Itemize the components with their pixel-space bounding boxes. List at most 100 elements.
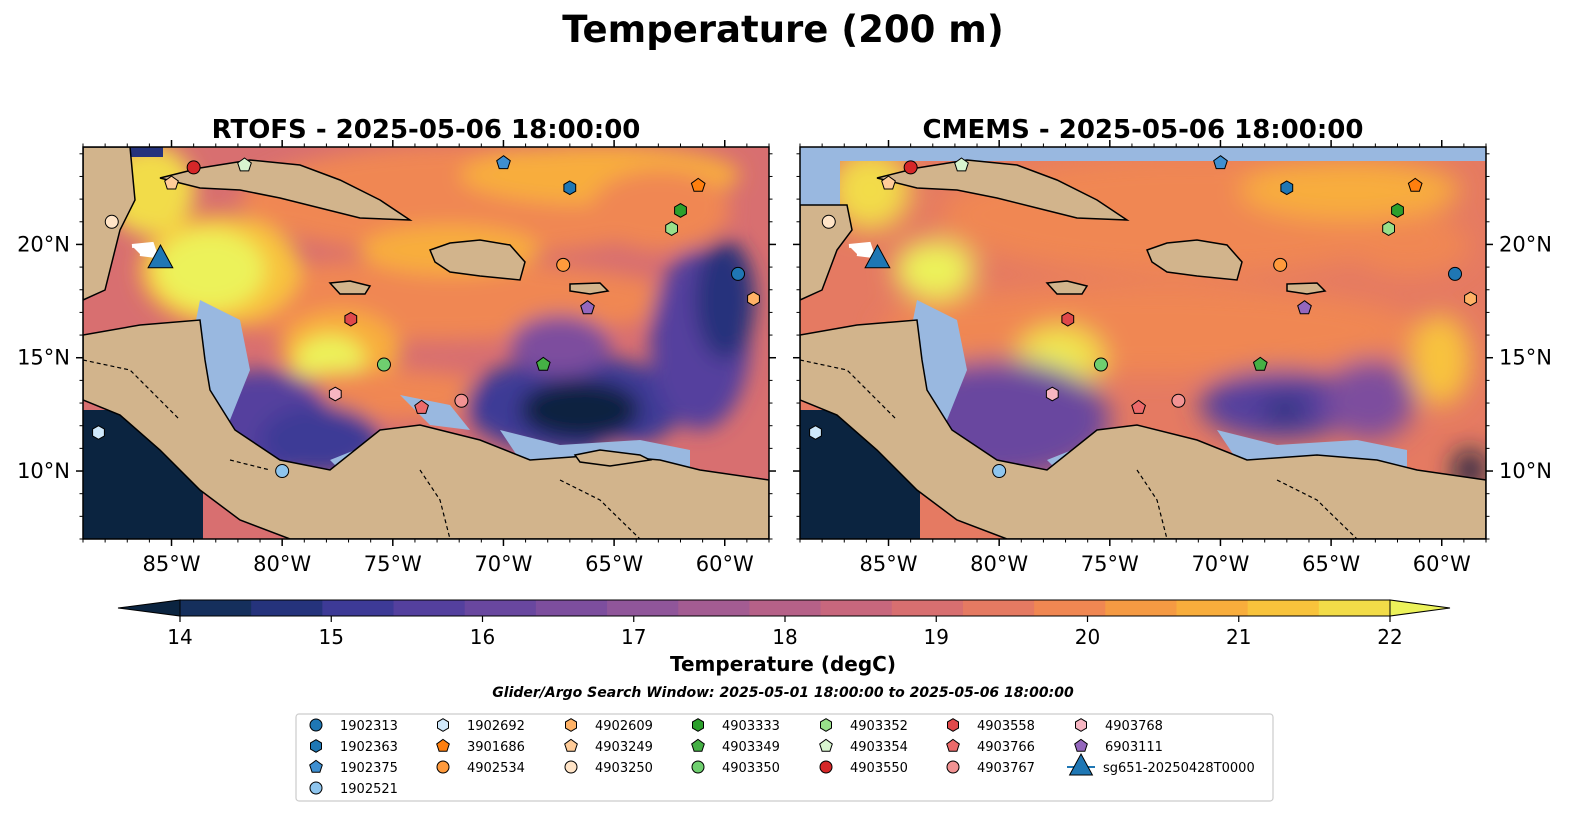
- legend-marker: [310, 739, 322, 753]
- colorbar-bin: [393, 600, 466, 616]
- rtofs-map-frame: [82, 146, 770, 540]
- rtofs-marker-4903767: [454, 393, 469, 408]
- rtofs-xtick-label: 75°W: [364, 552, 422, 576]
- rtofs-glider-track: [131, 241, 159, 259]
- cmems-marker-4903349: [1252, 356, 1268, 371]
- colorbar-label: Temperature (degC): [670, 652, 896, 676]
- colorbar-bin: [678, 600, 751, 616]
- colorbar-bin: [749, 600, 822, 616]
- legend-label: 6903111: [1105, 740, 1163, 755]
- rtofs-marker-1902375: [496, 155, 511, 170]
- rtofs-marker-1902692: [92, 425, 105, 440]
- rtofs-marker-4902534: [556, 257, 571, 272]
- legend-label: 4903333: [722, 719, 780, 734]
- legend-marker: [691, 738, 705, 752]
- colorbar-tick-label: 16: [470, 625, 495, 649]
- colorbar-tick-label: 22: [1377, 625, 1402, 649]
- colorbar-tick-label: 21: [1226, 625, 1251, 649]
- legend-marker: [947, 718, 959, 732]
- cmems-ytick-label: 10°N: [1499, 459, 1552, 483]
- legend-marker: [946, 760, 960, 774]
- cmems-map-frame: [799, 146, 1487, 540]
- cmems-xtick-label: 80°W: [970, 552, 1028, 576]
- legend-marker: [564, 738, 578, 752]
- legend-marker: [692, 718, 704, 732]
- cmems-marker-1902313: [1448, 266, 1463, 281]
- cmems-marker-4903768: [1045, 386, 1059, 402]
- legend-label: 3901686: [467, 740, 525, 755]
- legend-label: 1902521: [340, 782, 398, 797]
- legend-marker: [436, 738, 450, 752]
- legend-marker: [1075, 718, 1087, 732]
- legend-marker: [819, 760, 833, 774]
- legend-marker: [437, 718, 449, 732]
- legend-label: 4902609: [595, 719, 653, 734]
- colorbar-bin: [1176, 600, 1249, 616]
- colorbar-bin: [820, 600, 893, 616]
- legend-label: 4903766: [977, 740, 1035, 755]
- cmems-xtick-label: 85°W: [860, 552, 918, 576]
- rtofs-borders: [83, 359, 641, 539]
- rtofs-marker-3901686: [690, 177, 706, 192]
- rtofs-marker-4903352: [665, 221, 678, 236]
- rtofs-panel-title: RTOFS - 2025-05-06 18:00:00: [212, 115, 641, 145]
- rtofs-marker-4903550: [186, 160, 201, 175]
- rtofs-land: [83, 147, 769, 539]
- rtofs-marker-4903249: [164, 175, 179, 190]
- rtofs-axes: 85°W 80°W 75°W 70°W 65°W 60°W 20°N 15°N 10°N: [17, 140, 776, 576]
- cmems-marker-4903767: [1171, 393, 1186, 408]
- rtofs-marker-4903333: [674, 203, 687, 218]
- legend-marker: [820, 718, 832, 732]
- legend-marker: [436, 760, 450, 774]
- rtofs-xtick-label: 80°W: [253, 552, 311, 576]
- cmems-marker-3901686: [1407, 177, 1423, 192]
- rtofs-marker-4903768: [328, 386, 342, 402]
- legend-label: 4903767: [977, 761, 1035, 776]
- cmems-xtick-label: 60°W: [1413, 552, 1471, 576]
- cmems-marker-4903249: [881, 175, 896, 190]
- cmems-land: [800, 159, 1486, 539]
- rtofs-marker-4903349: [535, 356, 551, 371]
- cmems-marker-4902534: [1273, 257, 1288, 272]
- colorbar-bin: [1318, 600, 1391, 616]
- rtofs-marker-sg651-20250428T0000: [147, 243, 174, 269]
- colorbar-bin: [607, 600, 679, 616]
- legend-marker: [564, 760, 578, 774]
- colorbar-tick-label: 14: [167, 625, 192, 649]
- legend-marker: [691, 760, 705, 774]
- cmems-marker-4903350: [1093, 357, 1108, 372]
- cmems-xtick-label: 70°W: [1191, 552, 1249, 576]
- legend: 1902313 1902363 1902375 1902521 1902692 39016…: [309, 718, 1255, 797]
- cmems-marker-1902375: [1213, 155, 1228, 170]
- colorbar-extend-low: [117, 599, 181, 617]
- rtofs-map-panel: RTOFS - 2025-05-06 18:00:00: [17, 115, 776, 576]
- rtofs-marker-6903111: [580, 300, 595, 315]
- cmems-map-panel: CMEMS - 2025-05-06 18:00:00: [793, 115, 1552, 576]
- legend-marker: [1068, 752, 1094, 776]
- legend-marker: [309, 718, 323, 732]
- rtofs-xtick-label: 65°W: [585, 552, 643, 576]
- cmems-marker-4903333: [1391, 203, 1404, 218]
- cmems-ytick-label: 15°N: [1499, 346, 1552, 370]
- search-window-note: Glider/Argo Search Window: 2025-05-01 18…: [492, 685, 1074, 701]
- legend-label: 4903352: [850, 719, 908, 734]
- cmems-glider-track: [848, 241, 876, 259]
- legend-label: 1902692: [467, 719, 525, 734]
- colorbar-extend-high: [1389, 599, 1451, 617]
- legend-label: 4903249: [595, 740, 653, 755]
- colorbar-bin: [962, 600, 1035, 616]
- colorbar-tick-label: 17: [621, 625, 646, 649]
- rtofs-marker-4903558: [344, 311, 358, 327]
- rtofs-ytick-label: 10°N: [17, 459, 70, 483]
- colorbar-bin: [1247, 600, 1320, 616]
- cmems-marker-1902521: [992, 464, 1007, 479]
- colorbar-tick-label: 19: [924, 625, 949, 649]
- colorbar-tick-label: 18: [772, 625, 797, 649]
- legend-label: 4903550: [850, 761, 908, 776]
- legend-label: 1902313: [340, 719, 398, 734]
- cmems-ytick-label: 20°N: [1499, 232, 1552, 256]
- cmems-platform-markers: [809, 155, 1477, 479]
- cmems-marker-1902692: [809, 425, 822, 440]
- cmems-marker-6903111: [1297, 300, 1312, 315]
- colorbar-bin: [180, 600, 252, 616]
